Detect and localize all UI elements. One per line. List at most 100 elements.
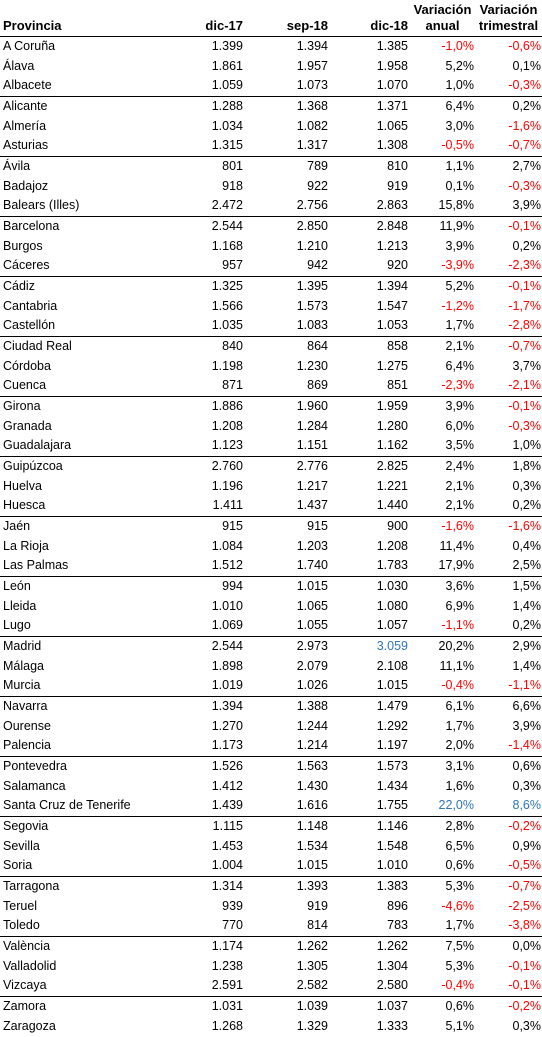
cell-sep18: 1.151 [296, 438, 328, 453]
cell-variacion-trimestral: -0,5% [508, 858, 541, 873]
cell-dic17: 840 [170, 335, 245, 356]
cell-dic18: 1.333 [376, 1018, 408, 1033]
cell-dic18: 1.080 [376, 598, 408, 613]
cell-sep18: 2.776 [245, 455, 330, 476]
table-row: León 994 1.015 1.030 3,6% 1,5% [0, 575, 542, 596]
cell-variacion-trimestral: 0,3% [512, 478, 542, 493]
cell-provincia: Asturias [3, 138, 49, 153]
cell-provincia: Cádiz [0, 275, 170, 296]
cell-dic18: 1.280 [376, 418, 408, 433]
cell-sep18: 1.394 [245, 35, 330, 56]
cell-variacion-trimestral: 0,2% [512, 618, 542, 633]
cell-sep18: 942 [307, 258, 328, 273]
cell-variacion-trimestral: -0,7% [475, 875, 542, 896]
cell-variacion-trimestral: -0,2% [475, 815, 542, 836]
cell-dic17: 1.566 [211, 298, 243, 313]
cell-sep18: 1.244 [296, 718, 328, 733]
cell-provincia: Málaga [3, 658, 44, 673]
cell-sep18: 1.395 [245, 275, 330, 296]
cell-variacion-anual: 6,9% [445, 598, 475, 613]
cell-dic17: 1.898 [211, 658, 243, 673]
cell-provincia: Ciudad Real [0, 335, 170, 356]
cell-dic17: 1.004 [211, 858, 243, 873]
cell-variacion-anual: 5,2% [410, 275, 475, 296]
cell-variacion-trimestral: 3,7% [512, 358, 542, 373]
cell-dic17: 1.411 [212, 498, 243, 513]
cell-variacion-anual: 6,0% [445, 418, 475, 433]
cell-dic17: 1.526 [170, 755, 245, 776]
cell-variacion-anual: 2,1% [445, 478, 475, 493]
cell-sep18: 1.073 [296, 78, 328, 93]
cell-provincia: Teruel [3, 898, 38, 913]
table-row: Ávila 801 789 810 1,1% 2,7% [0, 155, 542, 176]
cell-dic18: 1.262 [330, 935, 410, 956]
table-row: Cantabria 1.566 1.573 1.547 -1,2% -1,7% [0, 296, 542, 316]
cell-variacion-anual: 1,7% [445, 718, 475, 733]
cell-dic18: 1.015 [376, 678, 408, 693]
cell-provincia: Guipúzcoa [0, 455, 170, 476]
cell-dic18: 851 [387, 378, 408, 393]
cell-dic18: 1.440 [376, 498, 408, 513]
cell-dic18: 1.959 [330, 395, 410, 416]
cell-provincia: Salamanca [3, 778, 66, 793]
cell-dic17: 1.268 [211, 1018, 243, 1033]
cell-dic17: 1.198 [211, 358, 243, 373]
cell-dic17: 957 [222, 258, 243, 273]
cell-dic18: 1.053 [376, 318, 408, 333]
table-row: Almería 1.034 1.082 1.065 3,0% -1,6% [0, 116, 542, 136]
cell-variacion-anual: 1,7% [445, 318, 475, 333]
cell-variacion-trimestral: 0,2% [475, 95, 542, 116]
cell-variacion-trimestral: 1,4% [512, 658, 542, 673]
cell-sep18: 869 [307, 378, 328, 393]
cell-dic17: 1.439 [211, 798, 243, 813]
cell-dic17: 1.399 [170, 35, 245, 56]
cell-provincia: Jaén [0, 515, 170, 536]
cell-provincia: Alicante [0, 95, 170, 116]
cell-variacion-trimestral: -0,1% [475, 395, 542, 416]
cell-sep18: 1.214 [296, 738, 328, 753]
cell-dic17: 1.453 [211, 838, 243, 853]
cell-dic18: 1.308 [376, 138, 408, 153]
cell-dic18: 1.304 [376, 958, 408, 973]
cell-variacion-trimestral: -0,7% [508, 138, 541, 153]
cell-sep18: 1.026 [296, 678, 328, 693]
cell-dic17: 1.288 [170, 95, 245, 116]
table-row: Balears (Illes) 2.472 2.756 2.863 15,8% 3,9% [0, 196, 542, 216]
cell-variacion-anual: -1,1% [441, 618, 474, 633]
cell-dic17: 1.394 [170, 695, 245, 716]
cell-sep18: 1.148 [245, 815, 330, 836]
cell-sep18: 1.329 [296, 1018, 328, 1033]
cell-provincia: Zaragoza [3, 1018, 56, 1033]
cell-dic18: 1.371 [330, 95, 410, 116]
cell-dic18: 858 [330, 335, 410, 356]
cell-variacion-trimestral: -0,3% [508, 178, 541, 193]
cell-dic17: 1.861 [211, 58, 243, 73]
cell-dic18: 1.547 [376, 298, 408, 313]
table-row: Lugo 1.069 1.055 1.057 -1,1% 0,2% [0, 616, 542, 636]
table-row: Burgos 1.168 1.210 1.213 3,9% 0,2% [0, 236, 542, 256]
table-row: Guadalajara 1.123 1.151 1.162 3,5% 1,0% [0, 436, 542, 456]
cell-dic17: 1.512 [211, 558, 243, 573]
cell-dic17: 1.174 [170, 935, 245, 956]
cell-dic18: 1.010 [376, 858, 408, 873]
cell-sep18: 1.430 [296, 778, 328, 793]
cell-dic18: 920 [387, 258, 408, 273]
table-row: Guipúzcoa 2.760 2.776 2.825 2,4% 1,8% [0, 455, 542, 476]
cell-variacion-anual: 0,1% [445, 178, 475, 193]
cell-provincia: Badajoz [3, 178, 49, 193]
table-row: Alicante 1.288 1.368 1.371 6,4% 0,2% [0, 95, 542, 116]
cell-sep18: 1.015 [245, 575, 330, 596]
cell-variacion-anual: 3,1% [410, 755, 475, 776]
cell-sep18: 2.756 [296, 198, 328, 213]
cell-provincia: Córdoba [3, 358, 51, 373]
cell-dic18: 810 [330, 155, 410, 176]
table-row: A Coruña 1.399 1.394 1.385 -1,0% -0,6% [0, 35, 542, 56]
table-row: Teruel 939 919 896 -4,6% -2,5% [0, 896, 542, 916]
table-row: Huesca 1.411 1.437 1.440 2,1% 0,2% [0, 496, 542, 516]
cell-provincia: Cuenca [3, 378, 47, 393]
cell-variacion-trimestral: 0,0% [475, 935, 542, 956]
cell-provincia: Toledo [3, 918, 40, 933]
table-row: Vizcaya 2.591 2.582 2.580 -0,4% -0,1% [0, 976, 542, 996]
cell-variacion-anual: 2,4% [410, 455, 475, 476]
